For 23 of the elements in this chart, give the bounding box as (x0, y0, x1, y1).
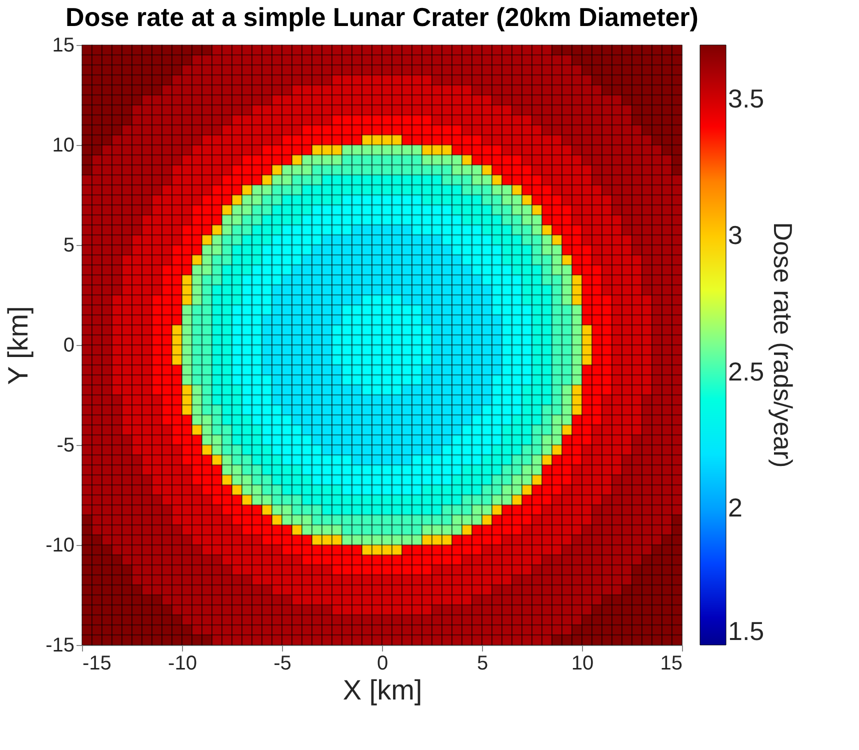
y-tick-label: -10 (46, 534, 74, 556)
color-bar-label: 1.5 (728, 616, 764, 646)
x-tick-label: -5 (274, 652, 292, 674)
color-bar-label: 2.5 (728, 356, 764, 386)
y-tick-label: 0 (63, 334, 74, 356)
x-tick-label: 15 (660, 652, 682, 674)
y-tick-label: 5 (63, 234, 74, 256)
chart-title: Dose rate at a simple Lunar Crater (20km Diameter) (66, 2, 698, 32)
color-bar-label: 3 (728, 220, 742, 250)
y-axis-title: Y [km] (2, 306, 34, 385)
x-tick-label: 10 (571, 652, 594, 674)
y-tick-label: 15 (52, 34, 74, 56)
color-bar-title: Dose rate (rads/year) (768, 222, 798, 468)
y-tick-label: -5 (56, 434, 74, 456)
x-axis-title: X [km] (342, 674, 422, 706)
x-tick-label: 0 (376, 652, 388, 674)
y-tick-label: -15 (46, 634, 74, 656)
color-bar-label: 2 (728, 492, 742, 523)
color-bar-label: 3.5 (728, 84, 764, 114)
y-tick-label: 10 (52, 134, 74, 156)
x-tick-label: -15 (82, 652, 112, 674)
x-tick-label: 5 (476, 652, 488, 674)
x-tick-label: -10 (168, 652, 197, 674)
